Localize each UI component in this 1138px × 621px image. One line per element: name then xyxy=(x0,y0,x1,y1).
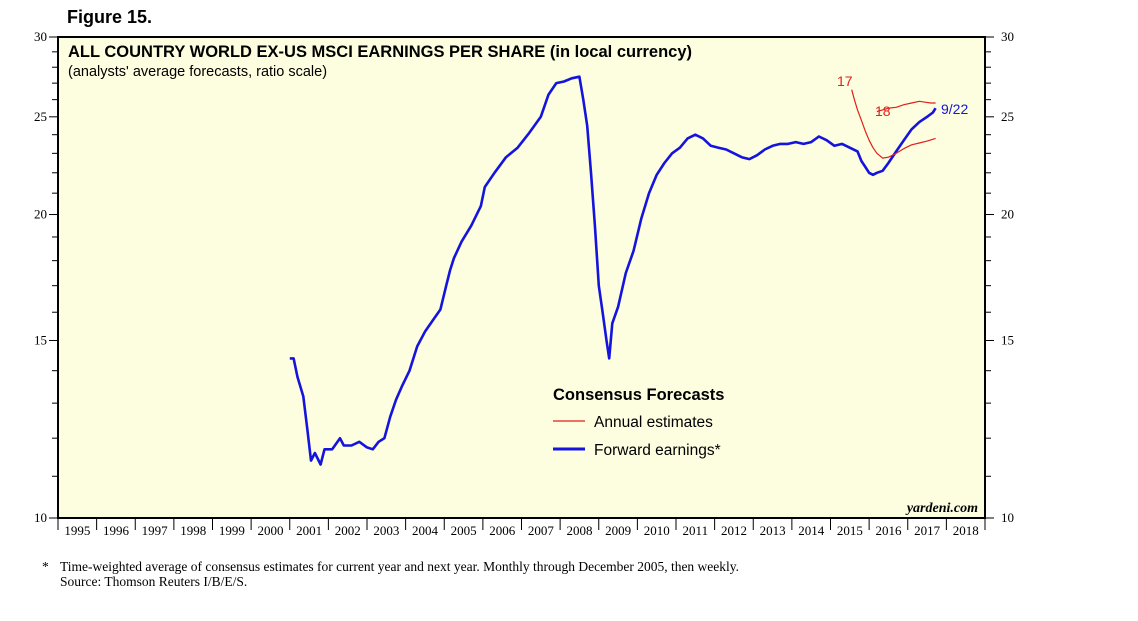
annual-estimate-line-17 xyxy=(851,89,936,159)
y-tick-label-left: 10 xyxy=(34,510,47,525)
x-tick-label: 2013 xyxy=(760,523,786,538)
y-tick-label-right: 20 xyxy=(1001,207,1014,222)
x-tick-label: 1999 xyxy=(219,523,245,538)
y-tick-label-right: 15 xyxy=(1001,332,1014,347)
x-tick-label: 2001 xyxy=(296,523,322,538)
x-tick-label: 2005 xyxy=(451,523,477,538)
y-tick-label-right: 25 xyxy=(1001,109,1014,124)
annotation-17: 17 xyxy=(837,73,853,89)
y-tick-label-left: 30 xyxy=(34,29,47,44)
watermark: yardeni.com xyxy=(905,501,978,516)
annotation-18: 18 xyxy=(875,103,891,119)
left-axis-labels: 10 15 20 25 30 xyxy=(34,29,47,525)
plot-background xyxy=(57,36,986,519)
right-axis-labels: 10 15 20 25 30 xyxy=(1001,29,1014,525)
x-tick-label: 2012 xyxy=(721,523,747,538)
forward-earnings-line xyxy=(289,75,937,466)
footnote-marker: * xyxy=(42,559,49,574)
legend-title: Consensus Forecasts xyxy=(553,386,724,404)
x-axis-labels: 1995 1996 1997 1998 1999 2000 2001 2002 2003 2004… xyxy=(64,523,978,538)
x-tick-label: 2018 xyxy=(953,523,979,538)
x-tick-label: 2017 xyxy=(914,523,941,538)
x-tick-label: 2006 xyxy=(489,523,516,538)
y-tick-label-left: 20 xyxy=(34,207,47,222)
x-tick-label: 2000 xyxy=(257,523,283,538)
x-tick-label: 2003 xyxy=(373,523,399,538)
left-axis-ticks xyxy=(49,36,58,519)
series-lines xyxy=(289,75,937,466)
footnote-source: Source: Thomson Reuters I/B/E/S. xyxy=(60,574,248,589)
x-tick-label: 2004 xyxy=(412,523,439,538)
x-tick-label: 1996 xyxy=(103,523,130,538)
x-tick-label: 2011 xyxy=(683,523,709,538)
x-tick-label: 2008 xyxy=(566,523,592,538)
footnote-text: Time-weighted average of consensus estim… xyxy=(60,559,740,574)
x-tick-label: 2002 xyxy=(335,523,361,538)
x-tick-label: 2014 xyxy=(798,523,825,538)
chart-title: ALL COUNTRY WORLD EX-US MSCI EARNINGS PE… xyxy=(68,43,692,61)
x-tick-label: 2009 xyxy=(605,523,631,538)
y-tick-label-right: 30 xyxy=(1001,29,1014,44)
y-tick-label-left: 15 xyxy=(34,332,47,347)
x-tick-label: 2010 xyxy=(644,523,670,538)
footnote: * Time-weighted average of consensus esti… xyxy=(42,559,739,589)
x-tick-label: 1997 xyxy=(142,523,169,538)
annotation-9-22: 9/22 xyxy=(941,101,968,117)
footnote-line-1: * Time-weighted average of consensus esti… xyxy=(42,559,739,574)
x-tick-label: 1995 xyxy=(64,523,90,538)
right-axis-ticks xyxy=(985,36,994,519)
x-tick-label: 2016 xyxy=(875,523,902,538)
annual-estimate-line-18 xyxy=(876,100,936,113)
chart-subtitle: (analysts' average forecasts, ratio scal… xyxy=(68,64,327,80)
legend-label-forward: Forward earnings* xyxy=(594,442,721,459)
x-tick-label: 1998 xyxy=(180,523,206,538)
y-tick-label-right: 10 xyxy=(1001,510,1014,525)
y-tick-label-left: 25 xyxy=(34,109,47,124)
x-tick-label: 2015 xyxy=(837,523,863,538)
figure-label: Figure 15. xyxy=(67,7,153,27)
legend-label-annual: Annual estimates xyxy=(594,414,713,431)
x-tick-label: 2007 xyxy=(528,523,555,538)
x-axis-ticks xyxy=(57,518,986,530)
